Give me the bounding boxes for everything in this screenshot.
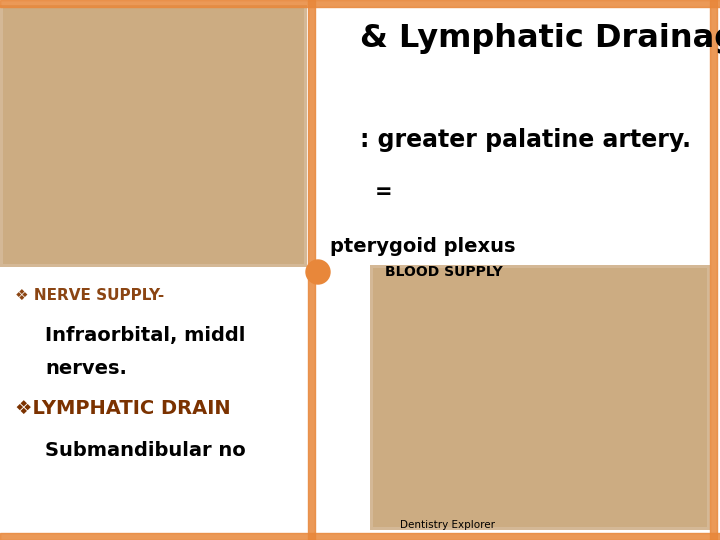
Text: : greater palatine artery.: : greater palatine artery.	[360, 128, 691, 152]
Text: Infraorbital, middl: Infraorbital, middl	[45, 326, 246, 345]
Bar	[308, 0, 315, 540]
Circle shape	[306, 260, 330, 284]
Text: Dentistry Explorer: Dentistry Explorer	[400, 520, 495, 530]
Bar	[0, 0, 720, 7]
Bar	[0, 533, 720, 540]
Text: ❖LYMPHATIC DRAIN: ❖LYMPHATIC DRAIN	[15, 399, 230, 417]
Text: pterygoid plexus: pterygoid plexus	[330, 237, 516, 255]
Text: =: =	[375, 182, 392, 202]
Text: Submandibular no: Submandibular no	[45, 441, 246, 460]
Bar	[0, 5, 307, 267]
Bar	[373, 268, 707, 527]
Bar	[710, 0, 717, 540]
Bar	[3, 8, 304, 264]
Text: & Lymphatic Drainage: & Lymphatic Drainage	[360, 23, 720, 53]
Text: nerves.: nerves.	[45, 359, 127, 377]
Text: BLOOD SUPPLY: BLOOD SUPPLY	[385, 265, 503, 279]
Bar	[370, 265, 710, 530]
Text: ❖ NERVE SUPPLY-: ❖ NERVE SUPPLY-	[15, 287, 164, 302]
